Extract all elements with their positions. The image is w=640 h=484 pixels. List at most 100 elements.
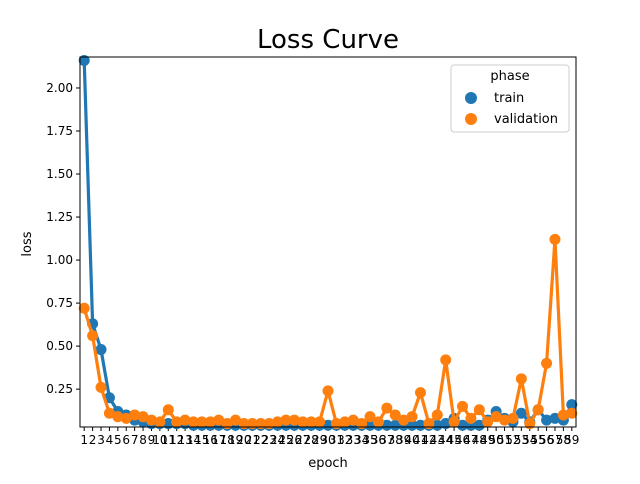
plot-area bbox=[78, 54, 578, 431]
legend: phase train validation bbox=[450, 64, 570, 133]
data-point-validation bbox=[213, 414, 225, 426]
data-point-validation bbox=[381, 402, 393, 414]
data-point-validation bbox=[330, 418, 342, 430]
data-point-validation bbox=[457, 400, 469, 412]
data-point-validation bbox=[103, 407, 115, 419]
data-point-validation bbox=[440, 354, 452, 366]
data-point-validation bbox=[280, 414, 292, 426]
legend-label-train: train bbox=[494, 91, 524, 106]
legend-box bbox=[450, 64, 570, 133]
data-point-validation bbox=[398, 414, 410, 426]
data-point-train bbox=[431, 419, 443, 431]
x-tick-label: 2 bbox=[89, 433, 97, 447]
data-point-validation bbox=[230, 414, 242, 426]
x-tick-label: 35 bbox=[362, 433, 377, 447]
data-point-train bbox=[414, 419, 426, 431]
data-point-validation bbox=[347, 414, 359, 426]
y-tick-label: 0.25 bbox=[46, 382, 73, 396]
legend-label-validation: validation bbox=[494, 112, 558, 127]
x-tick-label: 21 bbox=[245, 433, 260, 447]
data-point-validation bbox=[129, 409, 141, 421]
x-tick-label: 28 bbox=[304, 433, 319, 447]
data-point-validation bbox=[549, 233, 561, 245]
x-tick-label: 43 bbox=[430, 433, 445, 447]
data-point-validation bbox=[339, 416, 351, 428]
x-tick-label: 24 bbox=[270, 433, 285, 447]
data-point-validation bbox=[95, 381, 107, 393]
x-tick-label: 37 bbox=[379, 433, 394, 447]
data-point-validation bbox=[431, 409, 443, 421]
x-tick-label: 4 bbox=[106, 433, 114, 447]
y-axis-ticks: 0.25 0.50 0.75 1.00 1.25 1.50 1.75 2.00 bbox=[46, 81, 80, 396]
x-tick-label: 15 bbox=[194, 433, 209, 447]
x-tick-label: 59 bbox=[564, 433, 579, 447]
data-point-validation bbox=[541, 357, 553, 369]
data-point-validation bbox=[272, 416, 284, 428]
x-tick-label: 20 bbox=[236, 433, 251, 447]
data-point-validation bbox=[482, 416, 494, 428]
data-point-validation bbox=[179, 414, 191, 426]
data-point-validation bbox=[246, 418, 258, 430]
x-tick-label: 34 bbox=[354, 433, 369, 447]
x-tick-label: 39 bbox=[396, 433, 411, 447]
data-point-validation bbox=[145, 414, 157, 426]
data-point-train bbox=[549, 412, 561, 424]
data-point-train bbox=[440, 418, 452, 430]
x-tick-label: 11 bbox=[161, 433, 176, 447]
data-point-train bbox=[566, 399, 578, 411]
x-tick-label: 5 bbox=[114, 433, 122, 447]
x-tick-label: 57 bbox=[547, 433, 562, 447]
x-tick-label: 56 bbox=[539, 433, 554, 447]
data-point-validation bbox=[389, 409, 401, 421]
x-tick-label: 25 bbox=[278, 433, 293, 447]
y-tick-label: 1.75 bbox=[46, 124, 73, 138]
data-point-validation bbox=[263, 418, 275, 430]
data-point-train bbox=[473, 419, 485, 431]
chart-title: Loss Curve bbox=[257, 25, 399, 55]
x-tick-label: 42 bbox=[421, 433, 436, 447]
x-tick-label: 55 bbox=[531, 433, 546, 447]
x-tick-label: 19 bbox=[228, 433, 243, 447]
data-point-validation bbox=[162, 404, 174, 416]
y-tick-label: 0.75 bbox=[46, 296, 73, 310]
data-point-train bbox=[78, 54, 90, 66]
x-tick-label: 26 bbox=[287, 433, 302, 447]
x-tick-label: 54 bbox=[522, 433, 537, 447]
data-point-validation bbox=[364, 411, 376, 423]
data-point-validation bbox=[507, 412, 519, 424]
y-tick-label: 2.00 bbox=[46, 81, 73, 95]
data-point-validation bbox=[566, 407, 578, 419]
data-point-validation bbox=[78, 302, 90, 314]
y-tick-label: 1.00 bbox=[46, 253, 73, 267]
y-tick-label: 1.25 bbox=[46, 210, 73, 224]
x-tick-label: 49 bbox=[480, 433, 495, 447]
data-point-train bbox=[406, 419, 418, 431]
data-point-validation bbox=[187, 416, 199, 428]
data-point-validation bbox=[532, 404, 544, 416]
x-tick-label: 7 bbox=[131, 433, 139, 447]
x-tick-label: 51 bbox=[497, 433, 512, 447]
x-tick-label: 41 bbox=[413, 433, 428, 447]
legend-marker-validation bbox=[465, 113, 477, 125]
x-tick-label: 52 bbox=[505, 433, 520, 447]
legend-title: phase bbox=[490, 69, 529, 84]
x-tick-label: 30 bbox=[320, 433, 335, 447]
axes-frame bbox=[79, 56, 577, 428]
data-point-validation bbox=[255, 418, 267, 430]
x-tick-label: 9 bbox=[148, 433, 156, 447]
data-point-train bbox=[162, 418, 174, 430]
x-tick-label: 48 bbox=[472, 433, 487, 447]
data-point-validation bbox=[414, 387, 426, 399]
x-tick-label: 14 bbox=[186, 433, 201, 447]
x-tick-label: 50 bbox=[488, 433, 503, 447]
y-tick-label: 1.50 bbox=[46, 167, 73, 181]
data-point-train bbox=[515, 407, 527, 419]
data-point-validation bbox=[557, 409, 569, 421]
data-point-validation bbox=[314, 416, 326, 428]
x-tick-label: 22 bbox=[253, 433, 268, 447]
x-tick-label: 33 bbox=[346, 433, 361, 447]
data-point-validation bbox=[112, 411, 124, 423]
data-point-validation bbox=[171, 416, 183, 428]
